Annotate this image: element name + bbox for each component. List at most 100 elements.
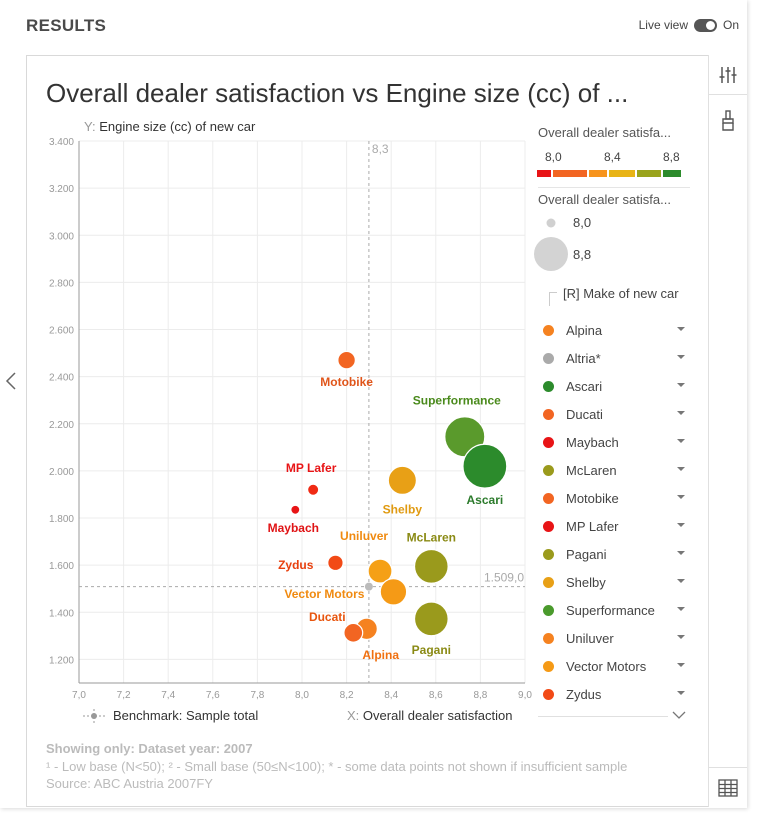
legend-divider	[538, 187, 690, 188]
legend-color-dot	[543, 492, 554, 504]
legend-item-ascari[interactable]: Ascari	[540, 375, 690, 397]
benchmark-label: Benchmark: Sample total	[113, 708, 259, 723]
legend-color-dot	[543, 520, 554, 532]
legend-item-label: Ascari	[566, 378, 603, 394]
color-legend-title: Overall dealer satisfa...	[538, 125, 671, 140]
caret-down-icon[interactable]	[677, 551, 685, 555]
legend-item-altria[interactable]: Altria*	[540, 347, 690, 369]
benchmark-icon	[83, 708, 105, 723]
results-title: RESULTS	[26, 16, 107, 35]
make-legend-title: [R] Make of new car	[563, 286, 679, 301]
settings-sliders-button[interactable]	[709, 55, 747, 95]
caret-down-icon[interactable]	[677, 523, 685, 527]
legend-item-label: Motobike	[566, 490, 619, 506]
legend-item-label: Superformance	[566, 602, 655, 618]
legend-item-label: Shelby	[566, 574, 606, 590]
chevron-down-icon[interactable]	[671, 710, 687, 720]
color-tick-mid: 8,4	[604, 150, 621, 164]
legend-item-label: MP Lafer	[566, 518, 619, 534]
sliders-icon	[719, 66, 737, 83]
caret-down-icon[interactable]	[677, 663, 685, 667]
legend-item-alpina[interactable]: Alpina	[540, 319, 690, 341]
color-scale-segment	[663, 170, 681, 177]
legend-color-dot	[543, 324, 554, 336]
caret-down-icon[interactable]	[677, 635, 685, 639]
legend-item-pagani[interactable]: Pagani	[540, 543, 690, 565]
base-notes: ¹ - Low base (N<50); ² - Small base (50≤…	[46, 759, 628, 774]
source-note: Source: ABC Austria 2007FY	[46, 776, 213, 791]
chevron-left-icon[interactable]	[5, 371, 17, 391]
legend-color-dot	[543, 408, 554, 420]
legend-item-maybach[interactable]: Maybach	[540, 431, 690, 453]
x-axis-label: X: Overall dealer satisfaction	[347, 708, 513, 723]
live-view-label: Live view	[638, 18, 688, 32]
legend-item-ducati[interactable]: Ducati	[540, 403, 690, 425]
x-axis-prefix: X:	[347, 708, 360, 723]
size-legend-small-circle	[546, 218, 556, 228]
legend-color-dot	[543, 576, 554, 588]
y-axis-text: Engine size (cc) of new car	[99, 119, 256, 134]
caret-down-icon[interactable]	[677, 467, 685, 471]
legend-bottom-divider	[538, 716, 668, 717]
caret-down-icon[interactable]	[677, 579, 685, 583]
legend-color-dot	[543, 352, 554, 364]
legend-color-dot	[543, 380, 554, 392]
benchmark-legend: Benchmark: Sample total	[83, 708, 258, 723]
legend-item-zydus[interactable]: Zydus	[540, 683, 690, 705]
legend-item-label: Uniluver	[566, 630, 614, 646]
legend-color-dot	[543, 688, 554, 700]
legend-item-vector-motors[interactable]: Vector Motors	[540, 655, 690, 677]
legend-item-label: Pagani	[566, 546, 607, 562]
legend-item-label: Ducati	[566, 406, 603, 422]
caret-down-icon[interactable]	[677, 383, 685, 387]
caret-down-icon[interactable]	[677, 355, 685, 359]
size-legend-title: Overall dealer satisfa...	[538, 192, 671, 207]
size-legend-small-label: 8,0	[573, 215, 592, 230]
legend-color-dot	[543, 548, 554, 560]
size-legend-large-circle	[534, 237, 568, 271]
legend-item-label: Vector Motors	[566, 658, 647, 674]
legend-item-mp-lafer[interactable]: MP Lafer	[540, 515, 690, 537]
caret-down-icon[interactable]	[677, 411, 685, 415]
right-toolbar	[708, 55, 747, 807]
legend-item-superformance[interactable]: Superformance	[540, 599, 690, 621]
legend-item-motobike[interactable]: Motobike	[540, 487, 690, 509]
color-scale-segment	[537, 170, 551, 177]
results-panel: RESULTS Live view On	[5, 16, 747, 807]
chart-title: Overall dealer satisfaction vs Engine si…	[46, 78, 629, 108]
paint-brush-button[interactable]	[709, 101, 747, 141]
color-legend: 8,0 8,4 8,8	[537, 150, 681, 177]
x-axis-text: Overall dealer satisfaction	[362, 708, 513, 723]
color-tick-low: 8,0	[545, 150, 562, 164]
color-scale-segment	[553, 170, 587, 177]
legend-item-label: McLaren	[566, 462, 617, 478]
live-view-toggle[interactable]	[693, 18, 717, 32]
legend-item-shelby[interactable]: Shelby	[540, 571, 690, 593]
table-icon	[718, 778, 738, 797]
color-tick-high: 8,8	[663, 150, 680, 164]
caret-down-icon[interactable]	[677, 327, 685, 331]
live-view-control: Live view On	[639, 18, 739, 32]
caret-down-icon[interactable]	[677, 607, 685, 611]
legend-color-dot	[543, 436, 554, 448]
table-view-button[interactable]	[709, 767, 747, 807]
caret-down-icon[interactable]	[677, 439, 685, 443]
y-axis-label: Y: Engine size (cc) of new car	[84, 119, 255, 134]
live-view-state: On	[722, 18, 739, 32]
legend-color-dot	[543, 604, 554, 616]
y-axis-prefix: Y:	[84, 119, 96, 134]
legend-item-label: Maybach	[566, 434, 619, 450]
color-scale-segment	[637, 170, 661, 177]
legend-bracket	[549, 292, 557, 306]
brush-icon	[722, 110, 734, 131]
caret-down-icon[interactable]	[677, 691, 685, 695]
size-legend-circles	[534, 218, 568, 271]
color-scale-segment	[609, 170, 635, 177]
legend-item-label: Alpina	[566, 322, 603, 338]
legend-item-label: Altria*	[566, 350, 601, 366]
size-legend-large-label: 8,8	[573, 247, 592, 262]
filter-note: Showing only: Dataset year: 2007	[46, 741, 253, 756]
legend-item-mclaren[interactable]: McLaren	[540, 459, 690, 481]
caret-down-icon[interactable]	[677, 495, 685, 499]
legend-item-uniluver[interactable]: Uniluver	[540, 627, 690, 649]
